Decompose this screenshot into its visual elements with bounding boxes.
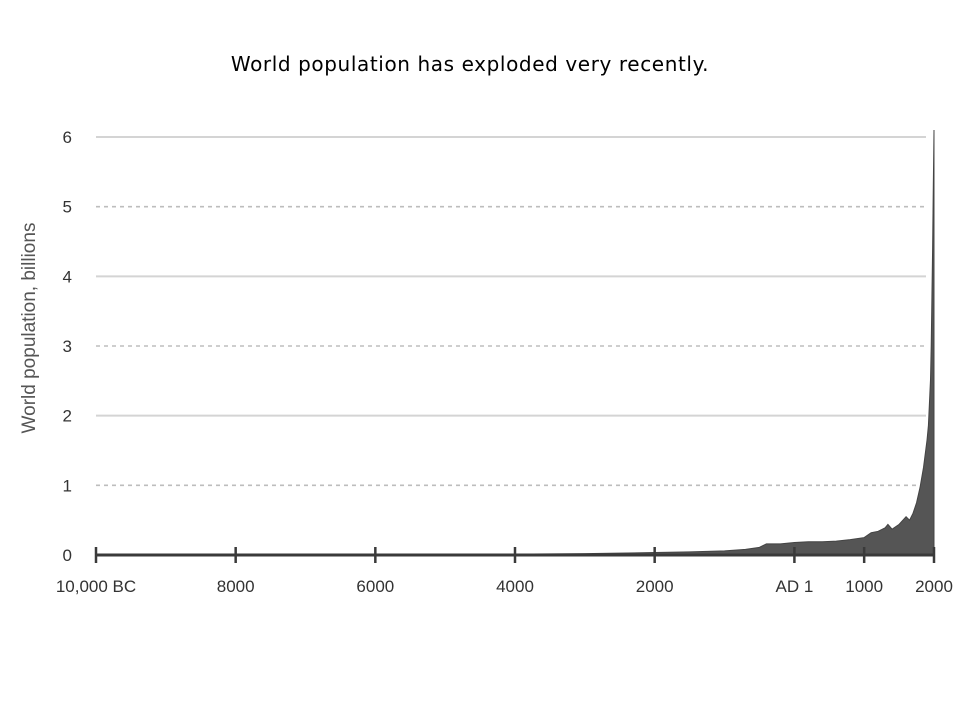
- x-tick-label: 6000: [356, 577, 394, 596]
- y-tick-label: 1: [63, 476, 72, 495]
- x-axis: [94, 547, 936, 563]
- population-area-path: [95, 130, 935, 556]
- y-tick-label: 6: [63, 128, 72, 147]
- y-tick-label: 4: [63, 267, 72, 286]
- y-tick-label: 2: [63, 407, 72, 426]
- grid-lines: [96, 136, 926, 487]
- x-tick-label: 2000: [636, 577, 674, 596]
- x-tick-label: 10,000 BC: [56, 577, 136, 596]
- slide-title: World population has exploded very recen…: [230, 52, 710, 76]
- x-tick-label: AD 1: [776, 577, 814, 596]
- y-tick-label: 0: [63, 546, 72, 565]
- x-tick-label: 2000: [915, 577, 953, 596]
- x-tick-labels: 10,000 BC 8000 6000 4000 2000 AD 1 1000 2000: [56, 577, 953, 596]
- y-axis-title: World population, billions: [19, 223, 40, 434]
- x-tick-label: 8000: [217, 577, 255, 596]
- x-tick-label: 1000: [845, 577, 883, 596]
- x-tick-label: 4000: [496, 577, 534, 596]
- y-tick-label: 5: [63, 198, 72, 217]
- y-tick-labels: 0 1 2 3 4 5 6: [63, 128, 72, 565]
- y-tick-label: 3: [63, 337, 72, 356]
- population-area: [95, 130, 935, 556]
